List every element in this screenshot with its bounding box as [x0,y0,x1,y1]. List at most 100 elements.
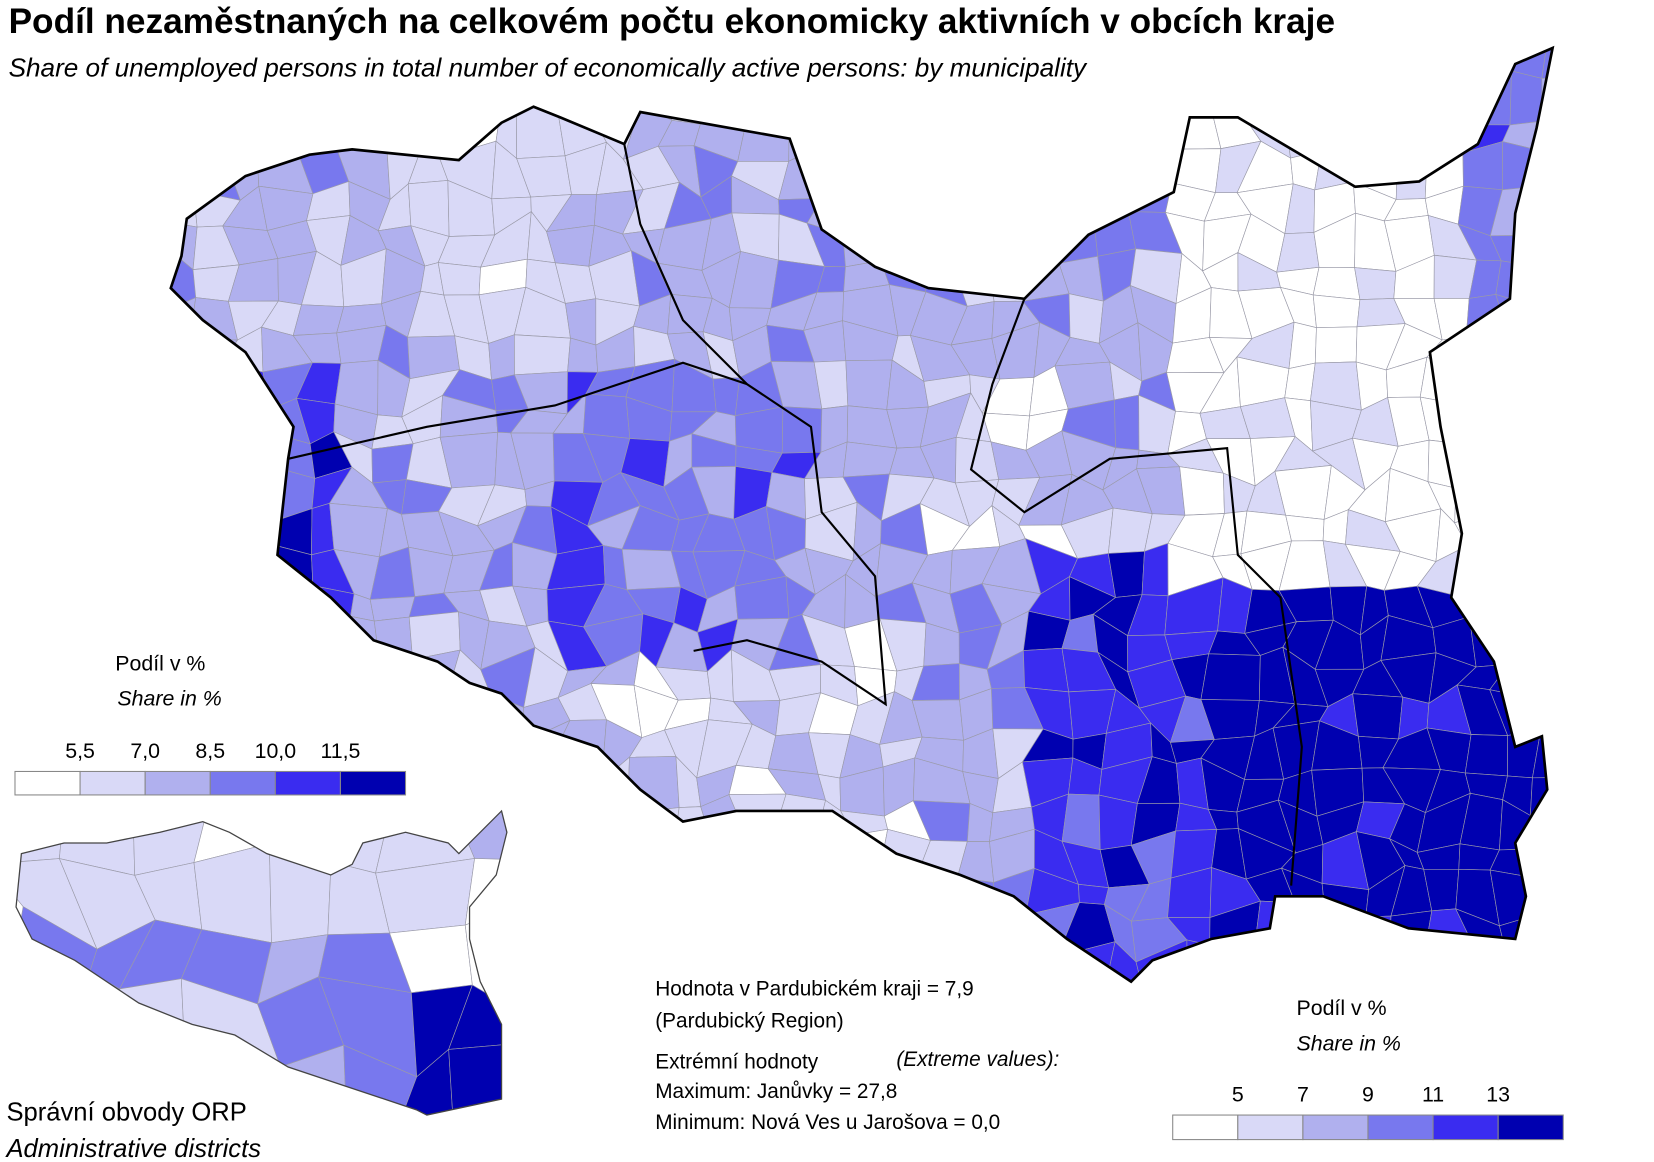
area-cell [452,794,485,840]
area-cell [1578,845,1622,875]
legend-swatch [339,770,407,796]
area-cell [1539,582,1553,633]
area-cell [183,365,233,418]
area-cell [257,619,304,657]
area-cell [1542,443,1553,484]
note: (Pardubický Region) [655,1010,843,1033]
area-cell [1490,551,1552,583]
area-cell [584,828,627,874]
area-cell [661,941,711,981]
district-boundary [287,361,748,460]
area-cell [916,191,970,231]
area-cell [1055,138,1108,194]
area-cell [851,1022,895,1067]
legend-title: Podíl v % [1296,996,1386,1020]
area-cell [1186,939,1217,982]
area-cell [1091,48,1153,81]
area-cell [982,140,1026,185]
area-cell [156,1021,199,1058]
area-cell [1397,113,1427,165]
legend-tick-label: 10,0 [255,739,297,763]
area-cell [1255,983,1288,1035]
area-cell [220,541,276,588]
legend-swatch [1497,1114,1564,1141]
area-cell [170,544,204,586]
area-cell [1235,76,1284,109]
area-cell [1569,545,1615,583]
area-cell [1352,693,1404,740]
area-cell [859,139,888,199]
area-cell [1427,439,1472,489]
area-cell [479,730,525,769]
area-cell [594,957,633,982]
area-cell [1503,621,1547,665]
area-cell [521,942,556,977]
area-cell [1532,120,1553,163]
area-cell [1389,954,1442,982]
legend-subtitle: Share in % [1296,1031,1400,1055]
area-cell [1581,367,1617,403]
legend-swatch [1237,1114,1304,1141]
area-cell [998,75,1033,123]
legend-subtitle: Share in % [117,687,221,711]
area-cell [199,543,234,589]
area-cell [1506,501,1552,558]
area-cell [558,1022,591,1056]
area-cell [419,763,456,796]
area-cell [1529,777,1553,816]
legend-tick-label: 13 [1486,1082,1510,1106]
area-cell [1354,48,1400,91]
area-cell [1164,106,1222,150]
area-cell [1464,734,1509,777]
area-cell [221,464,269,527]
area-cell [365,723,423,775]
area-cell [1540,684,1553,730]
area-cell [1568,960,1607,995]
area-cell [479,766,523,811]
area-cell [778,874,825,918]
area-cell [1440,984,1473,1034]
area-cell [548,867,586,917]
area-cell [1128,1012,1187,1066]
area-cell [521,902,555,955]
legend-swatch [14,770,81,796]
area-cell [1454,501,1512,558]
legend-tick-label: 11 [1422,1082,1444,1106]
area-cell [1526,844,1553,878]
area-cell [525,1023,558,1056]
area-cell [1468,573,1505,627]
area-cell [909,113,967,164]
area-cell [1532,371,1553,406]
area-cell [728,793,787,842]
area-cell [877,187,929,220]
legend-tick-label: 9 [1362,1082,1374,1106]
note: Extrémní hodnoty [655,1050,819,1073]
area-cell [1562,121,1608,162]
area-cell [1113,394,1140,451]
area-cell [1068,293,1104,344]
area-cell [1563,447,1620,481]
area-cell [1567,76,1613,121]
area-cell [548,833,588,870]
area-cell [946,181,992,231]
area-cell [946,140,1005,198]
area-cell [1100,120,1140,140]
area-cell [731,903,780,959]
area-cell [510,758,567,802]
area-cell [1490,371,1540,406]
legend-tick-label: 5,5 [65,739,95,763]
area-cell [170,75,210,128]
area-cell [334,649,380,697]
area-cell [1284,362,1316,402]
area-cell [1532,402,1553,449]
area-cell [1540,913,1553,963]
area-cell [365,689,423,731]
area-cell [1024,108,1057,149]
area-cell [1565,632,1610,664]
area-cell [586,806,629,843]
area-cell [923,157,968,197]
area-cell [1175,1012,1215,1053]
area-cell [500,910,507,1005]
area-cell [1277,48,1335,78]
area-cell [1573,183,1616,235]
